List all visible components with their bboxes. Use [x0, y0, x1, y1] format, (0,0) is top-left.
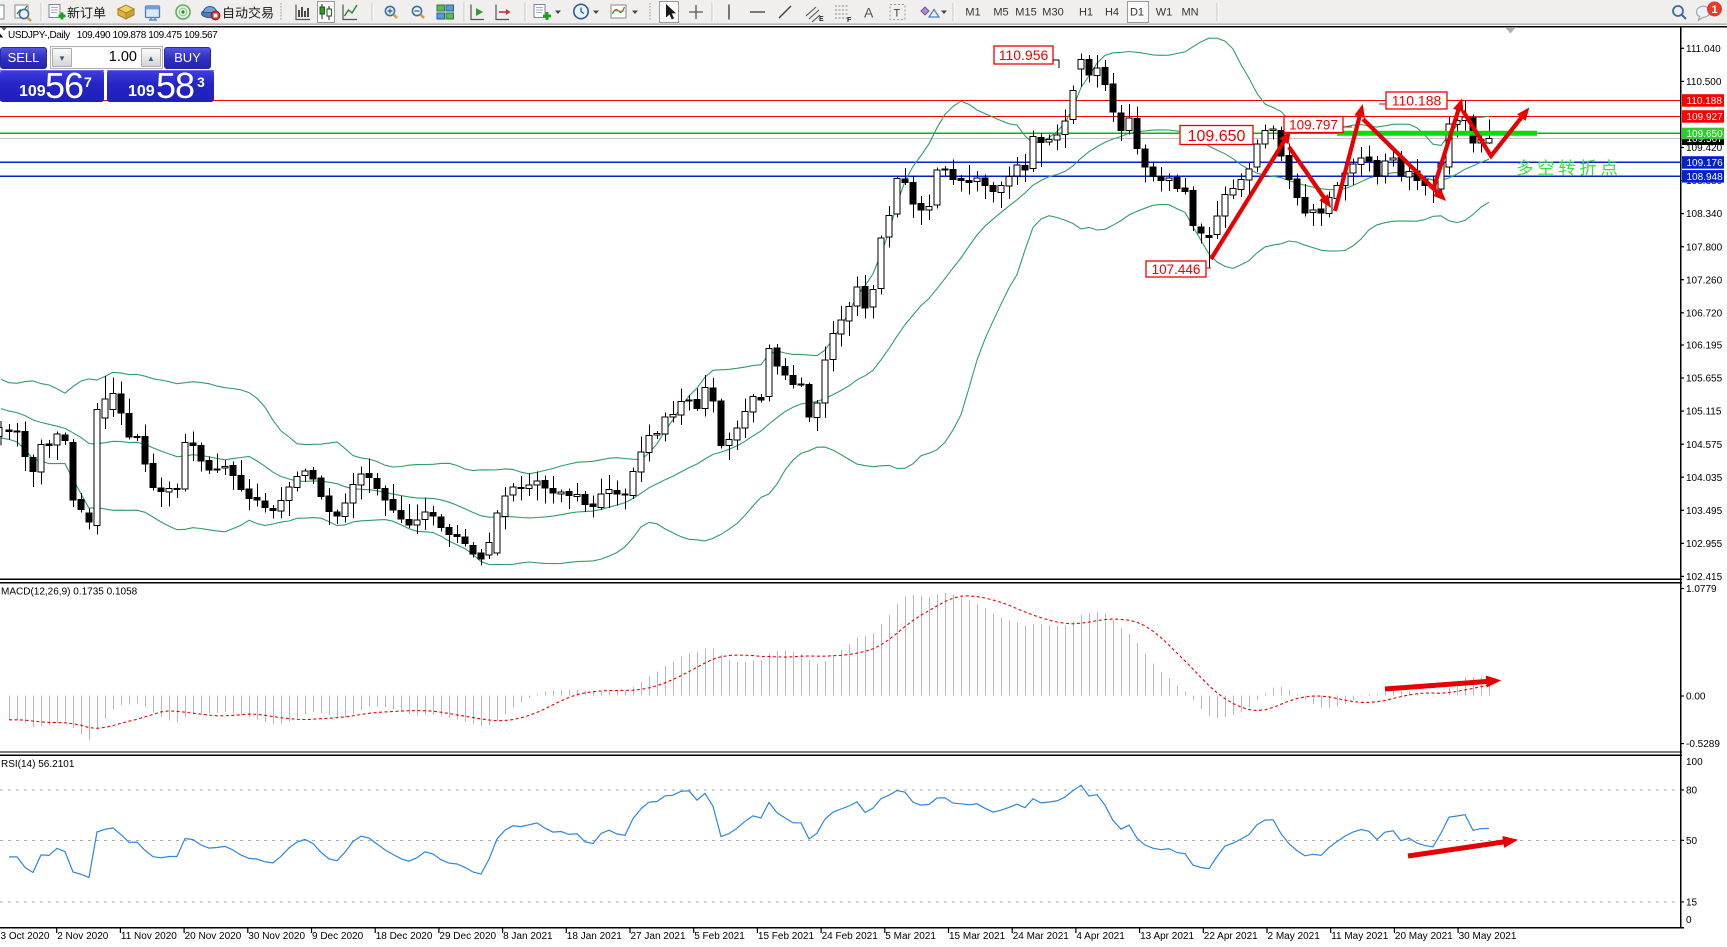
- svg-text:109.797: 109.797: [1289, 117, 1338, 132]
- svg-text:104.035: 104.035: [1686, 473, 1723, 484]
- svg-text:20 May 2021: 20 May 2021: [1395, 931, 1453, 942]
- svg-text:105.655: 105.655: [1686, 374, 1723, 385]
- svg-text:MACD(12,26,9) 0.1735 0.1058: MACD(12,26,9) 0.1735 0.1058: [1, 587, 138, 598]
- svg-text:2 May 2021: 2 May 2021: [1268, 931, 1321, 942]
- svg-text:107.446: 107.446: [1152, 262, 1201, 277]
- svg-text:111.040: 111.040: [1686, 44, 1721, 55]
- svg-text:USDJPY-,Daily 109.490 109.87: USDJPY-,Daily 109.490 109.878 109.475 10…: [8, 30, 218, 41]
- svg-text:24 Mar 2021: 24 Mar 2021: [1013, 931, 1070, 942]
- svg-text:8 Jan 2021: 8 Jan 2021: [503, 931, 553, 942]
- svg-text:107.260: 107.260: [1686, 275, 1723, 286]
- svg-text:24 Feb 2021: 24 Feb 2021: [822, 931, 879, 942]
- svg-text:D1: D1: [1130, 7, 1144, 19]
- svg-text:15 Feb 2021: 15 Feb 2021: [758, 931, 815, 942]
- svg-text:109.567: 109.567: [1687, 134, 1724, 145]
- svg-text:1.0779: 1.0779: [1686, 584, 1717, 595]
- svg-text:H1: H1: [1079, 7, 1093, 19]
- svg-text:W1: W1: [1156, 7, 1173, 19]
- svg-text:0.00: 0.00: [1686, 692, 1706, 703]
- svg-text:M30: M30: [1042, 7, 1063, 19]
- svg-text:109.650: 109.650: [1687, 129, 1724, 140]
- svg-text:T: T: [894, 8, 901, 20]
- svg-text:11 Nov 2020: 11 Nov 2020: [121, 931, 177, 942]
- svg-text:105.115: 105.115: [1686, 407, 1722, 418]
- svg-text:A: A: [864, 5, 874, 21]
- svg-text:18 Dec 2020: 18 Dec 2020: [376, 931, 433, 942]
- svg-text:1: 1: [1711, 4, 1717, 16]
- svg-text:15 Mar 2021: 15 Mar 2021: [949, 931, 1006, 942]
- svg-text:103.495: 103.495: [1686, 506, 1723, 517]
- svg-text:29 Dec 2020: 29 Dec 2020: [439, 931, 496, 942]
- svg-text:22 Apr 2021: 22 Apr 2021: [1204, 931, 1258, 942]
- svg-text:2 Nov 2020: 2 Nov 2020: [57, 931, 109, 942]
- svg-text:E: E: [819, 16, 824, 23]
- svg-text:109.420: 109.420: [1686, 143, 1723, 154]
- svg-text:13 Apr 2021: 13 Apr 2021: [1140, 931, 1194, 942]
- svg-text:102.415: 102.415: [1686, 572, 1723, 583]
- svg-text:M1: M1: [965, 7, 980, 19]
- svg-text:106.720: 106.720: [1686, 308, 1723, 319]
- svg-text:109.650: 109.650: [1188, 128, 1246, 145]
- svg-text:30 Nov 2020: 30 Nov 2020: [248, 931, 305, 942]
- svg-text:108.340: 108.340: [1686, 209, 1723, 220]
- svg-text:5 Mar 2021: 5 Mar 2021: [885, 931, 936, 942]
- svg-text:M5: M5: [993, 7, 1008, 19]
- svg-text:5 Feb 2021: 5 Feb 2021: [694, 931, 745, 942]
- svg-text:9 Dec 2020: 9 Dec 2020: [312, 931, 364, 942]
- svg-text:106.195: 106.195: [1686, 341, 1723, 352]
- svg-text:109.927: 109.927: [1687, 112, 1724, 123]
- svg-text:H4: H4: [1105, 7, 1119, 19]
- svg-text:F: F: [847, 17, 852, 24]
- svg-text:11 May 2021: 11 May 2021: [1331, 931, 1389, 942]
- svg-text:0: 0: [1686, 915, 1692, 926]
- svg-text:102.955: 102.955: [1686, 539, 1723, 550]
- svg-text:20 Nov 2020: 20 Nov 2020: [185, 931, 242, 942]
- svg-text:100: 100: [1686, 757, 1703, 768]
- svg-text:80: 80: [1686, 786, 1698, 797]
- svg-text:109.176: 109.176: [1687, 158, 1724, 169]
- svg-text:50: 50: [1686, 836, 1698, 847]
- svg-text:110.956: 110.956: [999, 47, 1049, 63]
- svg-text:MN: MN: [1181, 7, 1198, 19]
- svg-text:-0.5289: -0.5289: [1686, 739, 1720, 750]
- svg-text:108.948: 108.948: [1687, 172, 1724, 183]
- svg-text:30 May 2021: 30 May 2021: [1459, 931, 1517, 942]
- svg-text:15: 15: [1686, 898, 1698, 909]
- svg-text:27 Jan 2021: 27 Jan 2021: [631, 931, 686, 942]
- svg-text:18 Jan 2021: 18 Jan 2021: [567, 931, 622, 942]
- svg-text:110.188: 110.188: [1687, 96, 1723, 107]
- svg-text:4 Apr 2021: 4 Apr 2021: [1076, 931, 1125, 942]
- svg-text:RSI(14) 56.2101: RSI(14) 56.2101: [1, 759, 75, 770]
- svg-text:110.188: 110.188: [1392, 93, 1442, 109]
- svg-text:110.500: 110.500: [1686, 77, 1722, 88]
- svg-text:3 Oct 2020: 3 Oct 2020: [1, 931, 50, 942]
- svg-text:M15: M15: [1015, 7, 1036, 19]
- svg-text:104.575: 104.575: [1686, 440, 1723, 451]
- svg-text:107.800: 107.800: [1686, 242, 1723, 253]
